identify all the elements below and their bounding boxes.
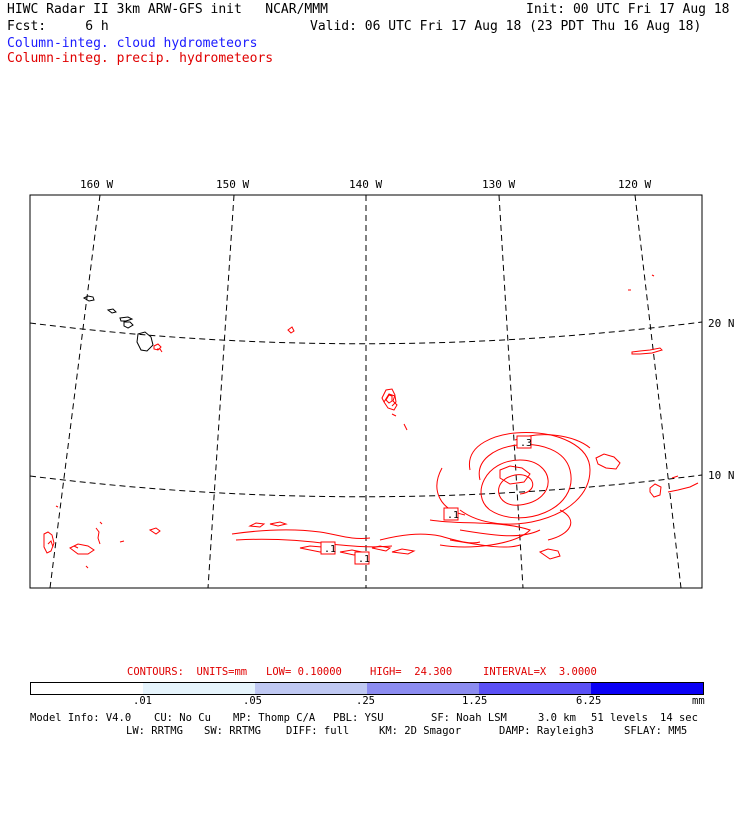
model-info-item: 14 sec (660, 712, 698, 724)
island-maui (123, 321, 134, 329)
contour-label: .1 (324, 544, 336, 555)
colorbar-swatch (143, 683, 255, 694)
precip-cell-20n-east (631, 347, 663, 355)
contours-interval: INTERVAL=X 3.0000 (483, 666, 597, 678)
model-info-item: 3.0 km (538, 712, 576, 724)
model-info-item: SF: Noah LSM (431, 712, 507, 724)
precip-cell-west (55, 505, 89, 569)
cyclone-rainband-sw-2 (449, 529, 541, 548)
lon-label-140w: 140 W (349, 178, 382, 191)
hawaii-coastline (82, 295, 154, 352)
colorbar-swatch (31, 683, 143, 694)
meridian-120w (634, 195, 682, 588)
itcz-band (231, 529, 371, 539)
colorbar-label: .25 (356, 695, 375, 707)
model-info-item: DAMP: Rayleigh3 (499, 725, 594, 737)
lon-label-120w: 120 W (618, 178, 651, 191)
model-info-line1: Model Info: V4.0 CU: No Cu MP: Thomp C/A… (30, 712, 698, 820)
precip-cluster-north-inner (383, 393, 397, 407)
itcz-band-cells (248, 521, 288, 528)
island-kauai (82, 295, 95, 302)
cyclone-spiral (478, 444, 572, 519)
graticule (30, 195, 702, 588)
colorbar-swatch (367, 683, 479, 694)
lon-label-130w: 130 W (482, 178, 515, 191)
lat-label-10n: 10 N (708, 469, 735, 482)
model-info-item: DIFF: full (286, 725, 350, 737)
model-info-item: 51 levels (591, 712, 648, 724)
colorbar (30, 682, 704, 695)
lon-label-160w: 160 W (80, 178, 113, 191)
precip-cell-west (95, 521, 103, 545)
model-info-item: PBL: YSU (333, 712, 384, 724)
model-info-item: LW: RRTMG (126, 725, 183, 737)
precip-cluster-north (381, 388, 398, 411)
header-init: Init: 00 UTC Fri 17 Aug 18 (526, 2, 730, 17)
model-info-item: KM: 2D Smagor (379, 725, 462, 737)
precip-contours (43, 274, 699, 569)
lat-label-20n: 20 N (708, 317, 735, 330)
colorbar-label: .05 (243, 695, 262, 707)
colorbar-swatch (479, 683, 591, 694)
precip-cell (287, 326, 295, 334)
contour-label: .1 (447, 510, 459, 521)
itcz-band-cells (371, 545, 416, 555)
meridian-160w (49, 195, 101, 588)
precip-cell-west (43, 531, 55, 554)
parallel-10n (30, 474, 702, 498)
header-title: HIWC Radar II 3km ARW-GFS init NCAR/MMM (7, 2, 328, 17)
contour-label: .3 (520, 438, 532, 449)
itcz-band-east (379, 533, 481, 544)
map-panel: 160 W 150 W 140 W 130 W 120 W 20 N 10 N (29, 178, 735, 589)
field-precip-label: Column-integ. precip. hydrometeors (7, 51, 274, 66)
island-molokai (119, 316, 134, 322)
header-valid: Valid: 06 UTC Fri 17 Aug 18 (23 PDT Thu … (310, 19, 702, 34)
contour-label: .1 (358, 554, 370, 565)
island-oahu (106, 308, 117, 314)
precip-cell (538, 548, 561, 560)
model-info-line2: LW: RRTMG SW: RRTMG DIFF: full KM: 2D Sm… (30, 725, 687, 809)
contours-low: LOW= 0.10000 (266, 666, 342, 678)
colorbar-label: .01 (133, 695, 152, 707)
field-cloud-label: Column-integ. cloud hydrometeors (7, 36, 258, 51)
colorbar-units: mm (692, 695, 705, 707)
contours-units: CONTOURS: UNITS=mm (127, 666, 248, 678)
cyclone-core (499, 465, 531, 485)
contours-info: CONTOURS: UNITS=mm LOW= 0.10000 HIGH= 24… (0, 666, 740, 726)
cyclone-band-west (436, 467, 466, 516)
model-info-item: SW: RRTMG (204, 725, 261, 737)
precip-cell-east (595, 453, 621, 470)
lon-label-150w: 150 W (216, 178, 249, 191)
precip-cell (628, 274, 655, 291)
model-info-item: SFLAY: MM5 (624, 725, 688, 737)
contours-high: HIGH= 24.300 (370, 666, 453, 678)
precip-cell-east (667, 475, 699, 493)
precip-cell-hawaii (153, 343, 163, 353)
precip-cell-east (649, 483, 662, 498)
contour-label-boxes: .3 .1 .1 .1 (320, 435, 532, 565)
precip-cell (391, 413, 408, 431)
cyclone-outer-band (459, 432, 591, 525)
colorbar-label: 6.25 (576, 695, 602, 707)
header-fcst: Fcst: 6 h (7, 19, 109, 34)
model-info-item: CU: No Cu (154, 712, 211, 724)
meridian-150w (207, 195, 235, 588)
cyclone-band-south (547, 509, 572, 541)
colorbar-swatch (255, 683, 367, 694)
precip-cell-west (69, 543, 95, 555)
parallel-20n (30, 321, 702, 345)
meridian-130w (498, 195, 524, 588)
colorbar-label: 1.25 (462, 695, 488, 707)
cyclone-rainband-sw (429, 519, 531, 548)
island-hawaii (136, 331, 154, 352)
precip-cell-west (119, 527, 161, 543)
itcz-band (235, 538, 393, 548)
model-info-item: Model Info: V4.0 (30, 712, 132, 724)
colorbar-swatch (591, 683, 703, 694)
model-info-item: MP: Thomp C/A (233, 712, 316, 724)
